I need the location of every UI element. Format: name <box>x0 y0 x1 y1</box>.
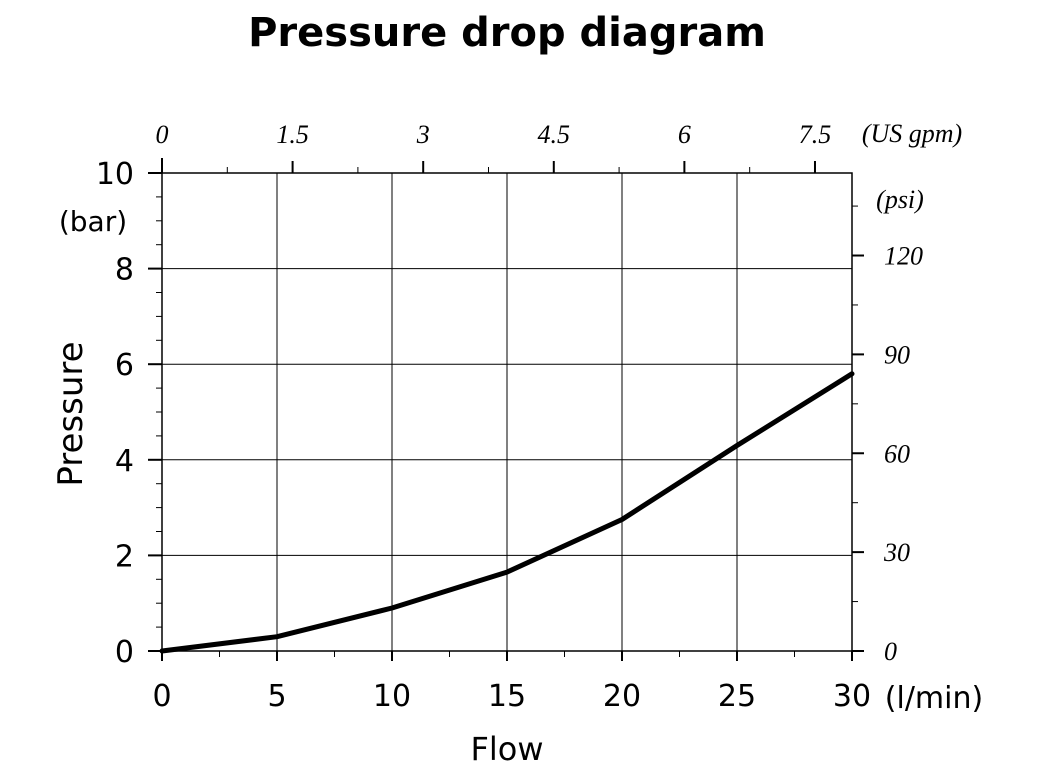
right-tick-label: 30 <box>883 538 910 567</box>
y-tick-label: 0 <box>115 635 134 670</box>
right-tick-label: 0 <box>884 637 897 666</box>
y-unit-label: (bar) <box>59 205 127 238</box>
x-tick-label: 20 <box>603 679 641 714</box>
right-axis-unit: (psi) <box>876 185 924 214</box>
top-axis-unit: (US gpm) <box>862 119 962 148</box>
chart-title: Pressure drop diagram <box>248 10 766 56</box>
top-tick-label: 3 <box>416 120 430 149</box>
y-axis-label: Pressure <box>51 341 91 486</box>
y-tick-label: 4 <box>115 444 134 479</box>
grid-lines <box>162 173 852 651</box>
y-tick-label: 8 <box>115 253 134 288</box>
top-tick-label: 6 <box>678 120 691 149</box>
x-tick-label: 25 <box>718 679 756 714</box>
y-tick-label: 10 <box>96 157 134 192</box>
x-tick-label: 15 <box>488 679 526 714</box>
right-tick-label: 60 <box>884 439 910 468</box>
x-axis-label: Flow <box>470 730 543 768</box>
pressure-curve <box>159 371 855 654</box>
x-tick-label: 5 <box>267 679 286 714</box>
top-tick-label: 0 <box>156 120 169 149</box>
right-tick-label: 120 <box>884 242 923 271</box>
x-tick-label: 10 <box>373 679 411 714</box>
y-tick-label: 6 <box>115 348 134 383</box>
top-axis-gpm: 0 1.5 3 4.5 6 7.5 <box>156 120 832 173</box>
y-tick-label: 2 <box>115 539 134 574</box>
right-tick-label: 90 <box>884 340 910 369</box>
top-tick-label: 4.5 <box>538 120 571 149</box>
y-axis-ticks: 0 2 4 6 8 10 <box>96 157 162 670</box>
minor-ticks <box>156 196 795 657</box>
x-tick-label: 30 <box>833 679 871 714</box>
x-tick-label: 0 <box>152 679 171 714</box>
x-axis-ticks: 0 5 10 15 20 25 30 <box>152 651 871 714</box>
top-tick-label: 7.5 <box>799 120 832 149</box>
top-tick-label: 1.5 <box>276 120 309 149</box>
x-unit-label: (l/min) <box>885 681 983 716</box>
right-axis-psi: 0 30 60 90 120 <box>852 205 923 666</box>
